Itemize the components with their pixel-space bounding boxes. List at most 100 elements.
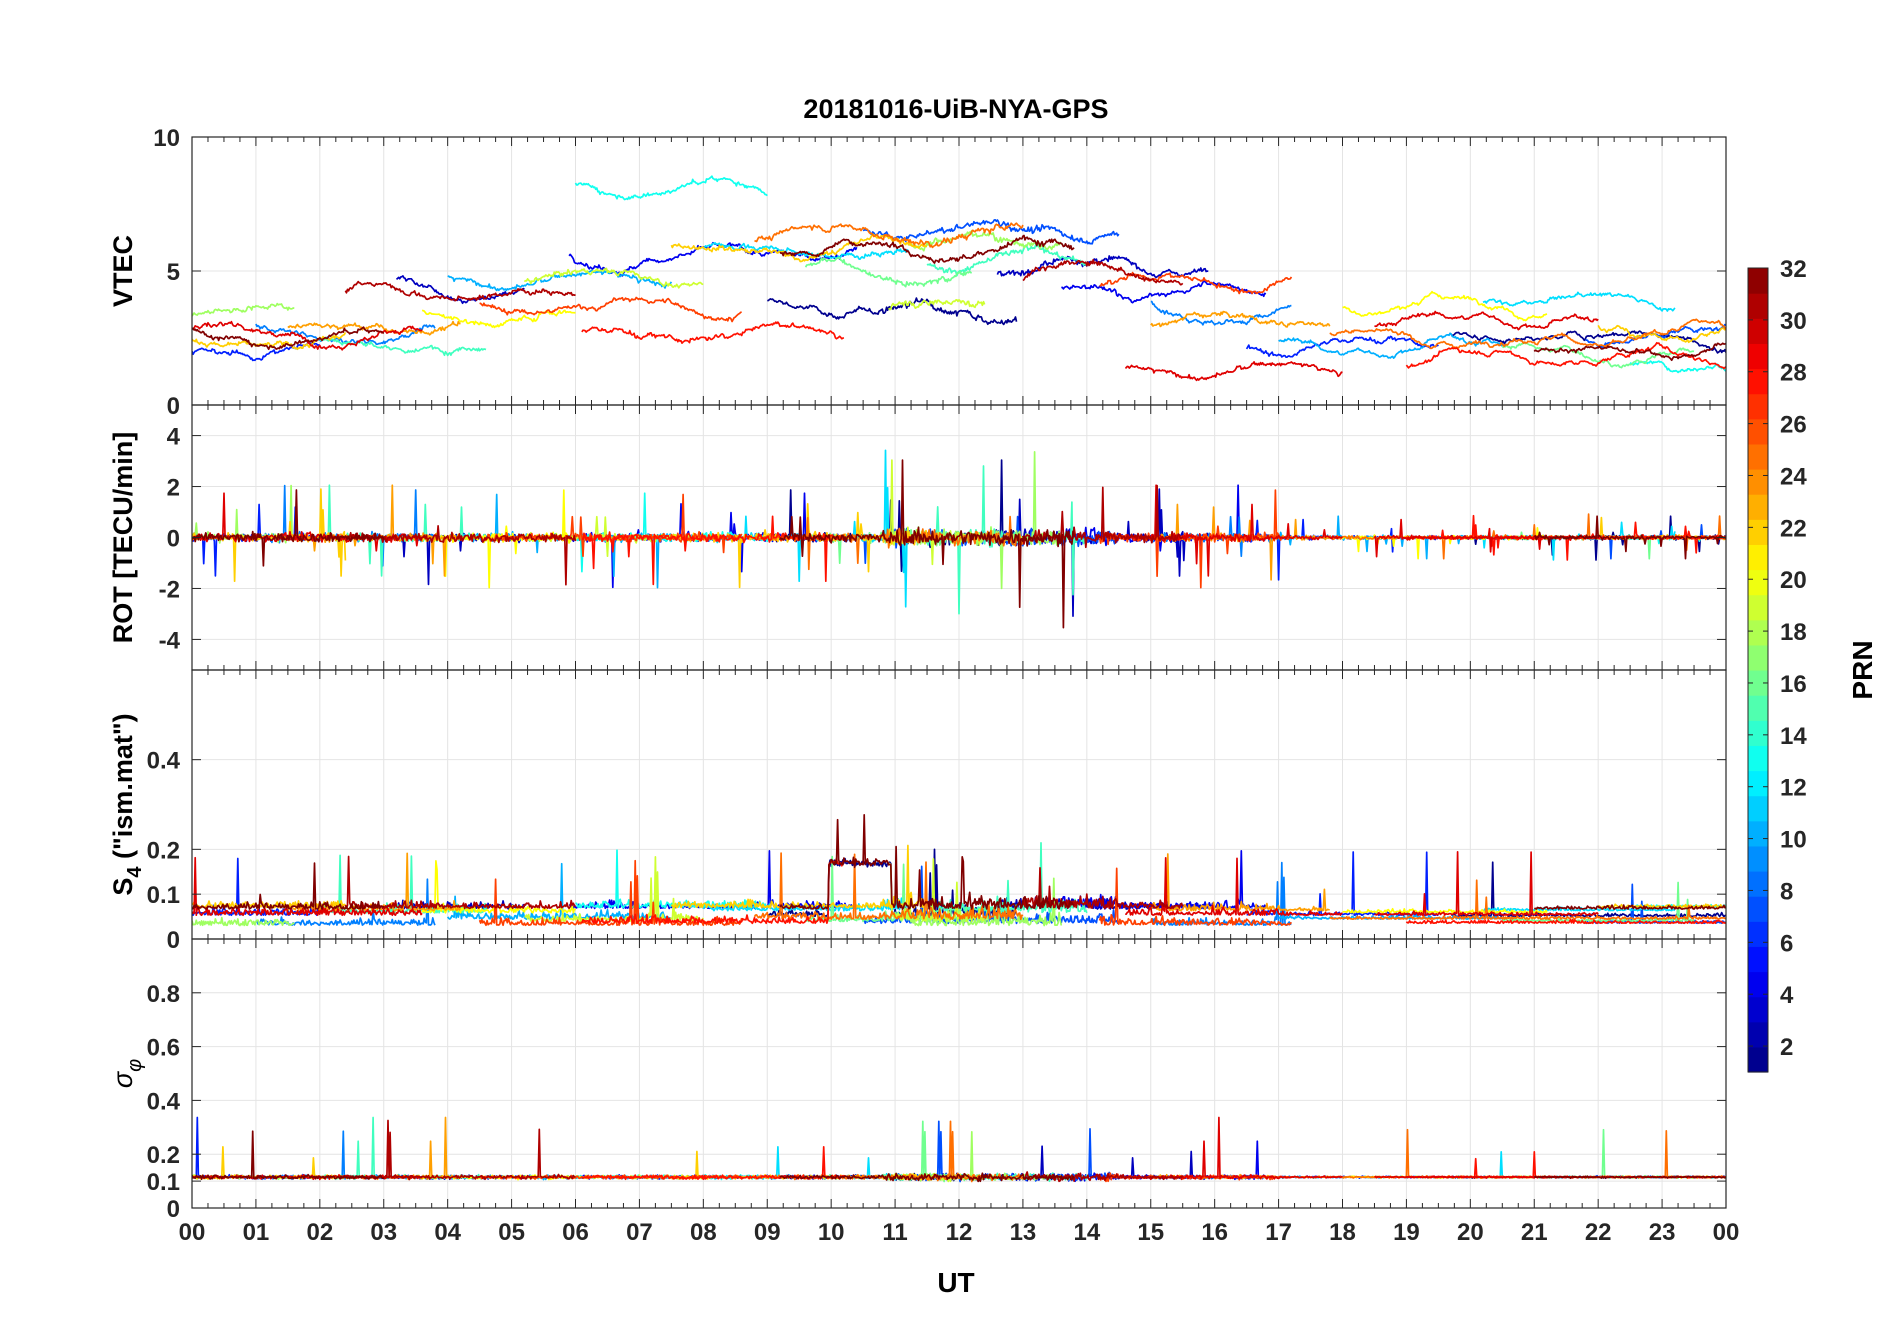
panel-rot: -4 -2 0 2 4 ROT [TECU/min] xyxy=(108,404,1727,671)
x-tick-label: 15 xyxy=(1137,1219,1164,1246)
x-tick-label: 19 xyxy=(1393,1219,1420,1246)
colorbar-band xyxy=(1748,871,1768,897)
y-tick-label-vtec: 5 xyxy=(167,259,180,286)
series-line-prn-13 xyxy=(523,267,704,289)
series-line-prn-12 xyxy=(907,877,1063,927)
colorbar-band xyxy=(1748,670,1768,696)
series-line-prn-4 xyxy=(1245,335,1439,359)
y-tick-label-sigma_phi: 0.8 xyxy=(147,981,180,1008)
series-line-prn-22 xyxy=(779,813,1075,910)
x-tick-label: 04 xyxy=(434,1219,461,1246)
series-line-prn-22 xyxy=(1533,515,1726,560)
y-tick-label-sigma_phi: 0.2 xyxy=(147,1142,180,1169)
x-tick-label: 08 xyxy=(690,1219,717,1246)
colorbar-tick-label: 16 xyxy=(1780,671,1807,698)
series-line-prn-17 xyxy=(1329,318,1726,350)
series-line-prn-3 xyxy=(1061,280,1267,304)
y-tick-label-sigma_phi: 0.6 xyxy=(147,1035,180,1062)
series-line-prn-16 xyxy=(1150,310,1331,328)
series-line-prn-18 xyxy=(478,859,743,927)
colorbar-band xyxy=(1748,318,1768,344)
x-tick-label: 16 xyxy=(1201,1219,1228,1246)
series-line-prn-22 xyxy=(192,862,385,910)
y-tick-label-sigma_phi: 0.1 xyxy=(147,1169,180,1196)
series-line-prn-14 xyxy=(1342,907,1548,914)
series-line-prn-13 xyxy=(888,298,986,311)
colorbar-frame xyxy=(1747,267,1769,1073)
series-vtec xyxy=(192,175,1726,382)
colorbar-band xyxy=(1748,393,1768,420)
y-axis-label-vtec: VTEC xyxy=(108,235,138,307)
colorbar-band xyxy=(1748,544,1768,571)
y-tick-label-vtec: 0 xyxy=(167,393,180,420)
series-line-prn-4 xyxy=(192,340,321,362)
series-line-prn-22 xyxy=(779,459,1075,629)
series-line-prn-20 xyxy=(1125,361,1343,382)
x-tick-label: 01 xyxy=(243,1219,270,1246)
x-tick-label: 17 xyxy=(1265,1219,1292,1246)
colorbar-band xyxy=(1748,494,1768,520)
series-line-prn-21 xyxy=(1022,867,1184,910)
y-axis-label-s4: S4 ("ism.mat") xyxy=(108,713,146,895)
colorbar-tick-label: 6 xyxy=(1780,930,1793,957)
series-line-prn-5 xyxy=(862,865,1120,925)
colorbar-band xyxy=(1748,343,1768,370)
y-axis-label-sub: φ xyxy=(124,1059,146,1072)
colorbar-band xyxy=(1748,695,1768,721)
series-line-prn-18 xyxy=(1098,867,1293,927)
series-line-prn-22 xyxy=(192,489,385,567)
x-axis-label: UT xyxy=(937,1267,974,1298)
series-line-prn-6 xyxy=(1150,300,1292,326)
colorbar-band xyxy=(1748,921,1768,947)
colorbar-tick-label: 8 xyxy=(1780,878,1793,905)
x-tick-label: 23 xyxy=(1649,1219,1676,1246)
x-tick-label: 02 xyxy=(306,1219,333,1246)
series-line-prn-22 xyxy=(779,234,1075,264)
y-tick-label-vtec: 10 xyxy=(153,125,180,152)
colorbar-tick-label: 28 xyxy=(1780,360,1807,387)
colorbar-tick-label: 10 xyxy=(1780,827,1807,854)
series-line-prn-2 xyxy=(395,275,525,305)
series-line-prn-19 xyxy=(581,515,845,586)
series-line-prn-17 xyxy=(753,852,1024,921)
colorbar-band xyxy=(1748,795,1768,822)
colorbar-band xyxy=(1748,996,1768,1023)
series-line-prn-10 xyxy=(926,243,1088,277)
y-tick-label-rot: -2 xyxy=(159,576,180,603)
series-line-prn-10 xyxy=(319,338,487,357)
colorbar-band xyxy=(1748,368,1768,395)
series-line-prn-2 xyxy=(996,255,1209,279)
series-line-prn-19 xyxy=(1405,918,1726,925)
colorbar-band xyxy=(1748,1021,1768,1048)
series-line-prn-3 xyxy=(569,850,858,910)
colorbar-band xyxy=(1748,293,1768,319)
colorbar-band xyxy=(1748,745,1768,772)
series-line-prn-21 xyxy=(1022,484,1184,549)
series-line-prn-20 xyxy=(192,856,423,917)
series-line-prn-11 xyxy=(804,256,972,288)
x-tick-label: 03 xyxy=(370,1219,397,1246)
series-line-prn-18 xyxy=(478,493,743,558)
series-line-prn-20 xyxy=(1374,851,1599,917)
series-line-prn-15 xyxy=(670,844,928,909)
series-line-prn-21 xyxy=(1022,258,1184,286)
series-line-prn-17 xyxy=(754,222,1024,249)
colorbar-band xyxy=(1748,770,1768,797)
panel-s4: 00.10.20.4S4 ("ism.mat") xyxy=(108,669,1727,954)
y-tick-label-s4: 0.4 xyxy=(147,748,181,775)
series-sigma_phi xyxy=(192,1116,1726,1183)
colorbar-band xyxy=(1748,644,1768,671)
colorbar-band xyxy=(1748,519,1768,545)
x-axis: 00 01 02 03 04 05 06 07 08 09 10 11 12 13 14 15 16 17 18 19… xyxy=(179,1219,1740,1246)
chart-title: 20181016-UiB-NYA-GPS xyxy=(803,94,1108,124)
series-line-prn-22 xyxy=(192,326,385,351)
colorbar-band xyxy=(1748,594,1768,621)
y-axis-label-sub: 4 xyxy=(124,866,146,878)
y-tick-label-s4: 0.2 xyxy=(147,837,180,864)
panel-vtec: 0 5 10 VTEC xyxy=(108,125,1727,420)
y-tick-label-rot: 2 xyxy=(167,475,180,502)
